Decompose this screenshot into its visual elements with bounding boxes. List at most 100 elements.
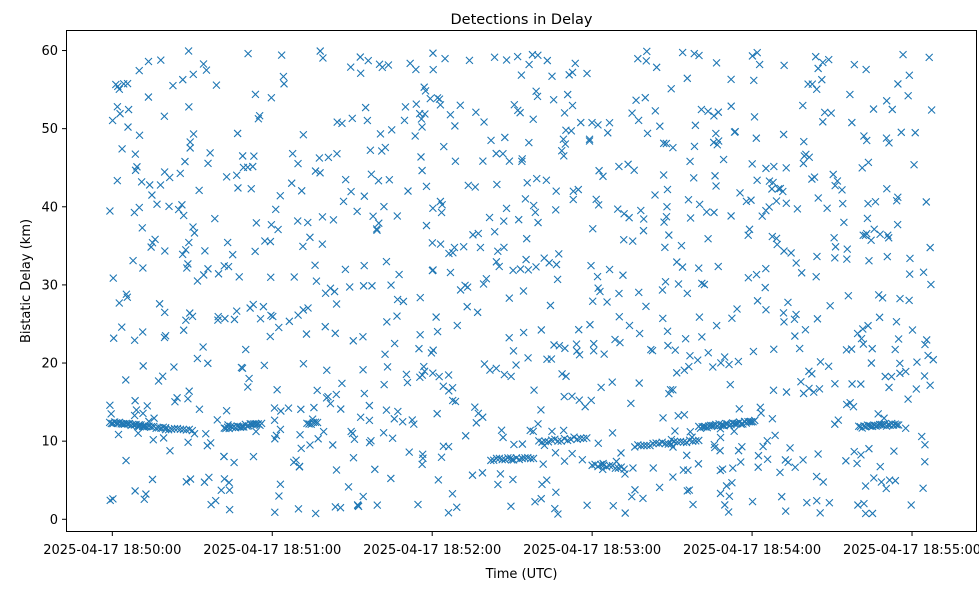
detection-point-858 — [548, 72, 556, 81]
detection-point-635 — [328, 441, 337, 449]
detection-point-109 — [492, 257, 501, 266]
detection-point-53 — [841, 456, 850, 465]
detection-point-312 — [417, 115, 426, 123]
detection-point-583 — [588, 118, 596, 127]
detection-point-578 — [249, 452, 258, 461]
detection-point-318 — [437, 453, 446, 462]
detection-point-775 — [554, 250, 563, 258]
detection-point-1070 — [311, 418, 320, 427]
detection-point-728 — [613, 205, 622, 214]
detection-point-365 — [384, 61, 393, 69]
detection-point-161 — [684, 362, 693, 371]
detection-point-587 — [225, 486, 234, 494]
detection-point-567 — [276, 480, 285, 489]
detection-point-415 — [777, 492, 786, 501]
detection-point-933 — [418, 123, 426, 131]
detection-point-1159 — [730, 419, 739, 428]
detection-point-666 — [450, 243, 459, 252]
detection-point-997 — [666, 385, 675, 394]
detection-point-250 — [349, 336, 358, 345]
detection-point-262 — [171, 397, 179, 406]
detection-point-842 — [636, 206, 645, 215]
detection-point-792 — [759, 442, 767, 451]
detection-point-773 — [690, 142, 699, 151]
detection-point-840 — [321, 289, 330, 298]
detection-point-778 — [189, 223, 197, 231]
detection-point-457 — [712, 58, 721, 67]
detection-point-1089 — [538, 438, 546, 447]
detection-point-734 — [575, 396, 584, 404]
detection-point-680 — [749, 76, 758, 85]
detection-point-945 — [156, 181, 165, 189]
detection-point-707 — [122, 456, 130, 465]
detection-point-370 — [814, 64, 823, 73]
detection-point-456 — [160, 308, 169, 317]
detection-point-129 — [232, 171, 241, 180]
detection-point-59 — [702, 208, 711, 216]
detection-point-667 — [495, 262, 504, 271]
detection-point-712 — [383, 362, 392, 371]
detection-point-307 — [139, 362, 148, 370]
detection-point-747 — [917, 432, 926, 441]
detection-point-807 — [542, 476, 551, 485]
detection-point-660 — [867, 236, 875, 245]
detection-point-590 — [387, 281, 395, 289]
detection-point-886 — [429, 266, 437, 274]
detection-point-987 — [398, 417, 407, 426]
detection-point-30 — [829, 170, 838, 179]
detection-point-602 — [812, 472, 821, 481]
detection-point-308 — [505, 157, 514, 166]
detection-point-11 — [847, 118, 856, 127]
detection-point-1072 — [486, 456, 495, 465]
detection-point-596 — [160, 168, 169, 176]
detection-point-761 — [518, 154, 527, 163]
detection-point-335 — [350, 435, 359, 444]
detection-point-5 — [418, 166, 426, 175]
detection-point-714 — [625, 321, 634, 330]
detection-point-544 — [755, 60, 764, 69]
detection-point-209 — [290, 273, 299, 281]
detection-point-257 — [799, 159, 808, 168]
detection-point-800 — [178, 250, 187, 259]
detection-point-208 — [341, 265, 350, 274]
y-axis: 0 10 20 30 40 50 60 — [41, 44, 67, 528]
detection-point-291 — [559, 152, 568, 160]
detection-point-884 — [669, 473, 677, 481]
detection-point-1117 — [633, 441, 642, 449]
detection-point-537 — [894, 335, 903, 343]
detection-point-288 — [754, 451, 763, 460]
detection-point-121 — [658, 314, 667, 323]
detection-point-833 — [624, 160, 632, 169]
detection-point-390 — [813, 252, 821, 261]
detection-point-389 — [193, 354, 202, 363]
detection-point-440 — [619, 271, 627, 280]
detection-point-768 — [160, 333, 169, 342]
detection-point-473 — [816, 508, 825, 517]
detection-point-424 — [762, 164, 770, 173]
detection-point-510 — [376, 129, 385, 138]
detection-point-556 — [904, 91, 913, 100]
detection-point-971 — [446, 268, 455, 277]
detection-point-597 — [270, 508, 279, 517]
detection-point-742 — [451, 157, 460, 166]
detection-point-429 — [393, 407, 402, 416]
detection-point-885 — [727, 75, 735, 84]
detection-point-1102 — [579, 434, 588, 443]
detection-point-149 — [473, 308, 482, 317]
detection-point-397 — [594, 439, 603, 448]
detection-point-349 — [496, 469, 505, 478]
detection-point-412 — [892, 317, 901, 326]
detection-point-593 — [797, 268, 806, 277]
detection-point-408 — [513, 52, 522, 61]
x-axis-label: Time (UTC) — [485, 567, 558, 582]
detection-point-1110 — [605, 461, 614, 470]
detection-point-99 — [709, 138, 718, 147]
detection-point-642 — [289, 458, 298, 467]
detection-point-475 — [575, 350, 584, 359]
detection-point-355 — [546, 301, 555, 310]
detection-point-668 — [608, 378, 617, 387]
detection-point-835 — [415, 373, 424, 382]
detection-point-592 — [667, 84, 676, 93]
detection-point-382 — [135, 66, 144, 75]
detection-point-916 — [324, 392, 332, 401]
